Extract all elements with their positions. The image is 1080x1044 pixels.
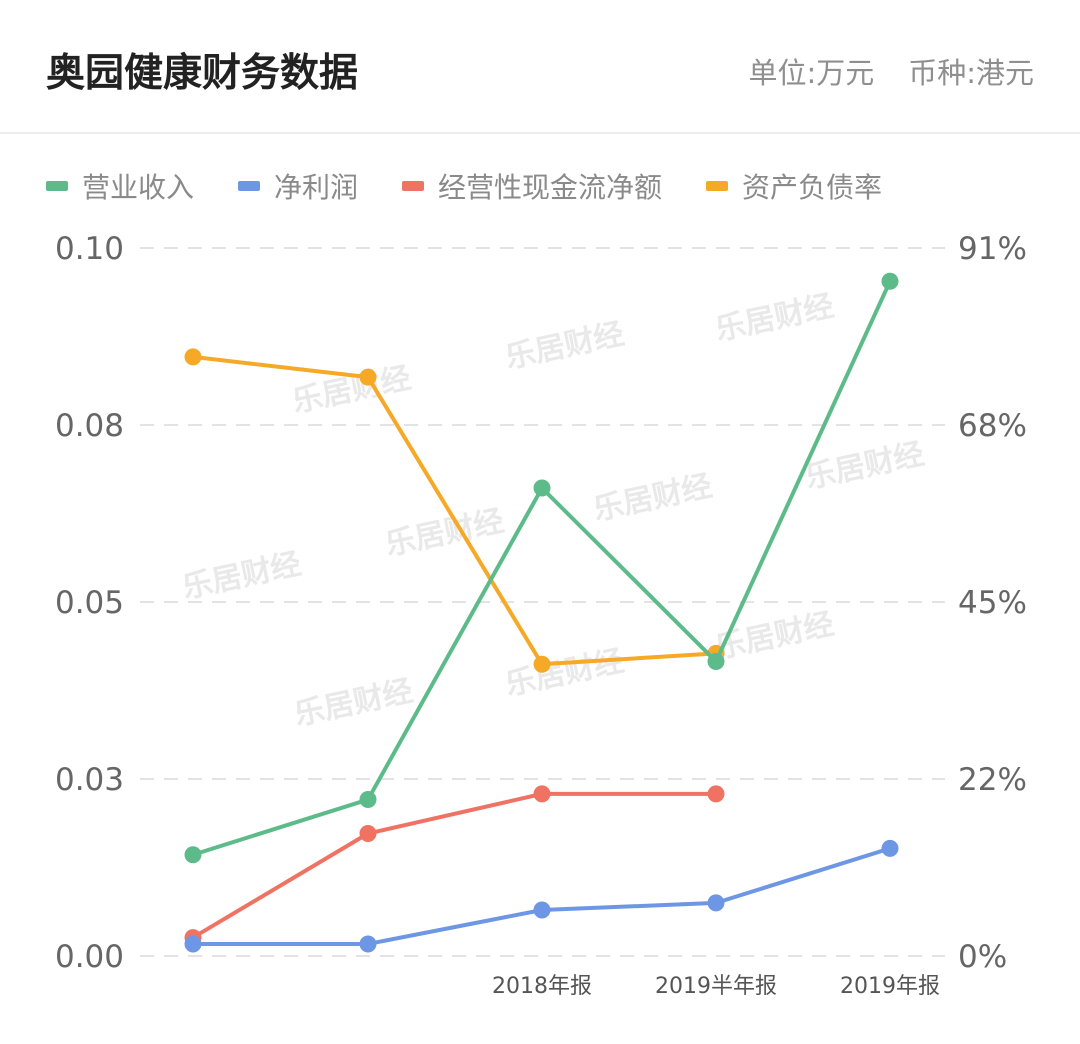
left-axis-tick-label: 0.08: [55, 408, 124, 444]
page-title: 奥园健康财务数据: [46, 51, 359, 96]
header: 奥园健康财务数据 单位:万元 币种:港元: [0, 0, 1080, 134]
watermark-text: 乐居财经: [802, 437, 927, 496]
legend-label-cashflow: 经营性现金流净额: [438, 171, 663, 204]
watermark-text: 乐居财经: [590, 469, 715, 528]
data-point: [707, 785, 725, 803]
data-point: [533, 785, 551, 803]
data-point: [359, 791, 377, 809]
watermark-text: 乐居财经: [382, 504, 507, 563]
data-point: [359, 935, 377, 953]
unit-info: 单位:万元 币种:港元: [748, 50, 1034, 92]
legend-label-net-profit: 净利润: [274, 171, 359, 204]
right-axis-tick-label: 0%: [958, 939, 1007, 975]
legend: 营业收入 净利润 经营性现金流净额 资产负债率: [46, 168, 926, 204]
watermark-text: 乐居财经: [712, 607, 837, 666]
right-axis-tick-label: 45%: [958, 585, 1027, 621]
legend-item-revenue[interactable]: 营业收入: [46, 166, 194, 206]
legend-swatch-cashflow: [402, 181, 425, 191]
left-axis-tick-label: 0.00: [55, 939, 124, 975]
x-axis-tick-label: 2019年报: [840, 974, 940, 999]
legend-label-debt-ratio: 资产负债率: [742, 171, 883, 204]
left-axis-tick-label: 0.03: [55, 762, 124, 798]
legend-swatch-debt-ratio: [706, 181, 729, 191]
right-axis-tick-label: 68%: [958, 408, 1027, 444]
legend-item-cashflow[interactable]: 经营性现金流净额: [402, 166, 662, 206]
watermark-text: 乐居财经: [179, 547, 304, 606]
legend-item-net-profit[interactable]: 净利润: [238, 166, 358, 206]
right-axis-tick-label: 22%: [958, 762, 1027, 798]
legend-swatch-revenue: [46, 181, 68, 191]
x-axis-tick-label: 2018年报: [492, 974, 592, 999]
data-point: [184, 348, 202, 366]
series-line: [191, 791, 716, 940]
unit-label: 单位:万元: [748, 56, 875, 90]
x-axis-tick-label: 2019半年报: [655, 974, 777, 999]
legend-swatch-net-profit: [238, 181, 261, 191]
data-point: [881, 839, 899, 857]
legend-item-debt-ratio[interactable]: 资产负债率: [706, 166, 882, 206]
data-point: [707, 652, 725, 670]
data-point: [184, 846, 202, 864]
data-point: [184, 935, 202, 953]
right-axis-tick-label: 91%: [958, 231, 1027, 267]
data-point: [533, 655, 551, 673]
data-point: [707, 894, 725, 912]
series-line: [193, 846, 891, 946]
left-axis-tick-label: 0.10: [55, 231, 124, 267]
legend-label-revenue: 营业收入: [82, 171, 195, 204]
series-line: [192, 354, 717, 667]
watermark-text: 乐居财经: [712, 289, 837, 348]
watermark-text: 乐居财经: [502, 644, 627, 703]
data-point: [359, 368, 377, 386]
currency-label: 币种:港元: [908, 56, 1034, 90]
data-point: [533, 901, 551, 919]
watermark-text: 乐居财经: [291, 674, 416, 733]
watermark-text: 乐居财经: [502, 317, 627, 376]
data-point: [881, 272, 899, 290]
data-point: [533, 479, 551, 497]
left-axis-tick-label: 0.05: [55, 585, 124, 621]
data-point: [359, 825, 377, 843]
